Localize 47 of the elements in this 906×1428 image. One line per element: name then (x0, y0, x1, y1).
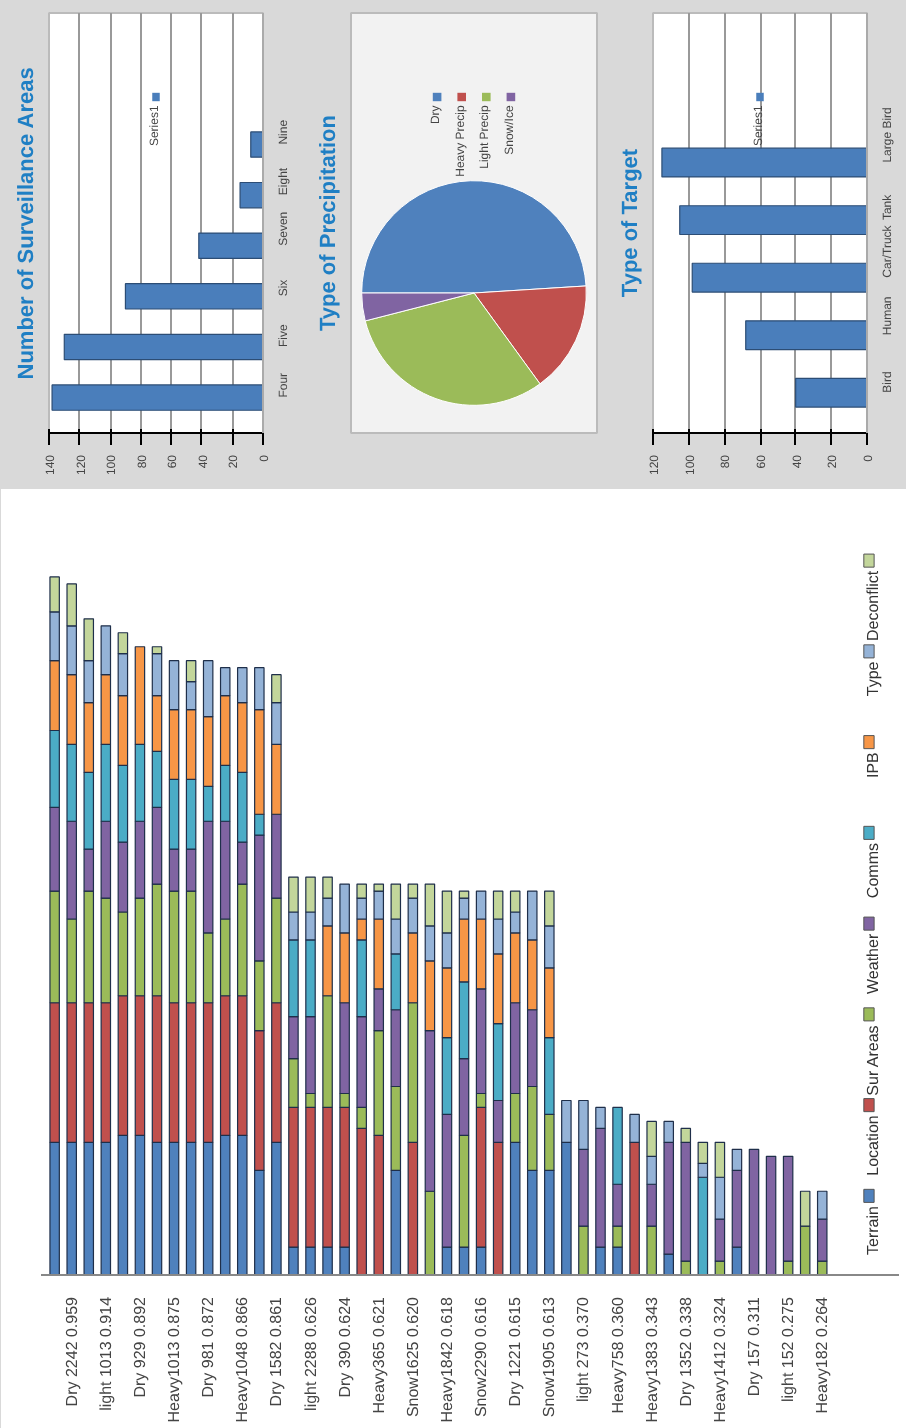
legend-label: Sur Areas (864, 1025, 883, 1096)
text: Type of Precipitation (317, 114, 341, 331)
text: Type of Target (619, 148, 643, 298)
bar (239, 181, 263, 209)
legend-label: Comms (864, 843, 883, 899)
x-tick-label: light 1013 0.914 (96, 1295, 115, 1411)
legend-label: Type (864, 660, 883, 697)
x-tick-label: Heavy758 0.360 (608, 1295, 627, 1414)
bar (124, 283, 263, 310)
legend-label: Deconflict (864, 569, 883, 642)
x-tick-label: Dry 1352 0.338 (676, 1295, 695, 1407)
legend-label: IPB (864, 752, 883, 779)
legend-label: Terrain (864, 1206, 883, 1255)
text: Number of Surveillance Areas (15, 67, 39, 380)
bar (745, 320, 867, 351)
x-tick-label: Dry 2242 0.959 (62, 1295, 81, 1407)
bar (51, 384, 263, 411)
x-tick-label: Snow1905 0.613 (540, 1295, 559, 1418)
bar (765, 1155, 777, 1275)
bar (661, 147, 867, 178)
x-tick-label: Dry 1221 0.615 (506, 1295, 525, 1407)
x-tick-label: Heavy1842 0.618 (437, 1295, 456, 1423)
x-tick-label: light 273 0.370 (574, 1295, 593, 1402)
x-tick-label: Dry 390 0.624 (335, 1295, 354, 1398)
x-tick-label: Dry 981 0.872 (199, 1295, 218, 1398)
x-tick-label: Dry 929 0.892 (130, 1295, 149, 1398)
x-tick-label: Heavy1412 0.324 (710, 1295, 729, 1423)
legend-label: Weather (864, 933, 883, 994)
bar (748, 1148, 760, 1275)
x-tick-label: Heavy182 0.264 (813, 1295, 832, 1414)
x-tick-label: Dry 157 0.311 (745, 1295, 764, 1397)
x-tick-label: Heavy1048 0.866 (233, 1295, 252, 1423)
bar (250, 131, 263, 158)
x-tick-label: Heavy365 0.621 (369, 1295, 388, 1414)
x-tick-label: Snow1625 0.620 (403, 1295, 422, 1418)
bar (679, 205, 867, 236)
x-tick-label: Heavy1013 0.875 (165, 1295, 184, 1423)
x-tick-label: light 152 0.275 (779, 1295, 798, 1402)
bar (198, 232, 263, 260)
legend-label: Location (864, 1115, 883, 1176)
x-tick-label: Dry 1582 0.861 (267, 1295, 286, 1407)
bar (63, 333, 263, 361)
x-tick-label: Heavy1383 0.343 (642, 1295, 661, 1423)
x-tick-label: light 2288 0.626 (301, 1295, 320, 1411)
bar (795, 377, 867, 408)
x-tick-label: Snow2290 0.616 (472, 1295, 491, 1418)
bar (691, 262, 867, 293)
